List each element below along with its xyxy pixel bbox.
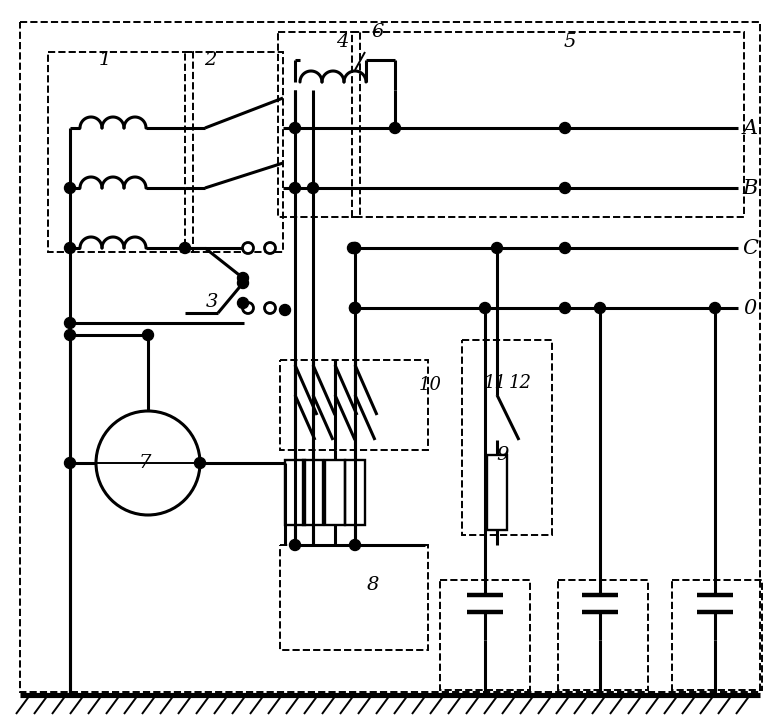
Circle shape — [143, 330, 154, 341]
Circle shape — [65, 183, 76, 194]
Circle shape — [710, 303, 721, 314]
Circle shape — [264, 242, 275, 253]
Bar — [352, 32, 744, 217]
Circle shape — [237, 298, 249, 309]
Text: 6: 6 — [372, 23, 385, 41]
Bar — [303, 460, 323, 525]
Circle shape — [264, 303, 275, 314]
Circle shape — [559, 303, 570, 314]
Circle shape — [349, 242, 360, 253]
Circle shape — [307, 183, 318, 194]
Bar — [672, 580, 762, 690]
Circle shape — [289, 122, 300, 133]
Circle shape — [243, 303, 254, 314]
Circle shape — [389, 122, 400, 133]
Bar — [487, 455, 507, 530]
Bar — [440, 580, 530, 690]
Text: 10: 10 — [419, 376, 441, 394]
Text: 3: 3 — [206, 293, 218, 311]
Circle shape — [349, 303, 360, 314]
Circle shape — [65, 317, 76, 328]
Bar — [280, 360, 428, 450]
Text: 5: 5 — [564, 33, 576, 51]
Circle shape — [179, 242, 190, 253]
Text: 12: 12 — [509, 374, 531, 392]
Text: 11: 11 — [484, 374, 506, 392]
Circle shape — [349, 242, 360, 253]
Circle shape — [65, 330, 76, 341]
Circle shape — [243, 242, 254, 253]
Bar — [48, 52, 193, 252]
Circle shape — [194, 457, 205, 469]
Circle shape — [559, 183, 570, 194]
Circle shape — [349, 303, 360, 314]
Bar — [345, 460, 365, 525]
Text: 2: 2 — [204, 51, 216, 69]
Circle shape — [279, 304, 290, 315]
Circle shape — [559, 122, 570, 133]
Bar — [462, 340, 552, 535]
Circle shape — [559, 242, 570, 253]
Circle shape — [237, 272, 249, 283]
Bar — [285, 460, 305, 525]
Circle shape — [594, 303, 605, 314]
Text: 9: 9 — [497, 446, 509, 464]
Text: 0: 0 — [743, 298, 757, 317]
Circle shape — [491, 242, 502, 253]
Circle shape — [289, 183, 300, 194]
Circle shape — [480, 303, 491, 314]
Text: 7: 7 — [139, 454, 151, 472]
Bar — [278, 32, 360, 217]
Circle shape — [348, 242, 359, 253]
Text: 8: 8 — [367, 576, 379, 594]
Bar — [185, 52, 283, 252]
Bar — [558, 580, 648, 690]
Text: B: B — [743, 178, 757, 197]
Text: A: A — [743, 119, 757, 138]
Circle shape — [65, 457, 76, 469]
Circle shape — [237, 277, 249, 288]
Circle shape — [65, 242, 76, 253]
Text: C: C — [742, 239, 758, 258]
Bar — [280, 545, 428, 650]
Circle shape — [289, 539, 300, 550]
Circle shape — [349, 539, 360, 550]
Text: 1: 1 — [99, 51, 112, 69]
Bar — [325, 460, 345, 525]
Text: 4: 4 — [336, 33, 348, 51]
